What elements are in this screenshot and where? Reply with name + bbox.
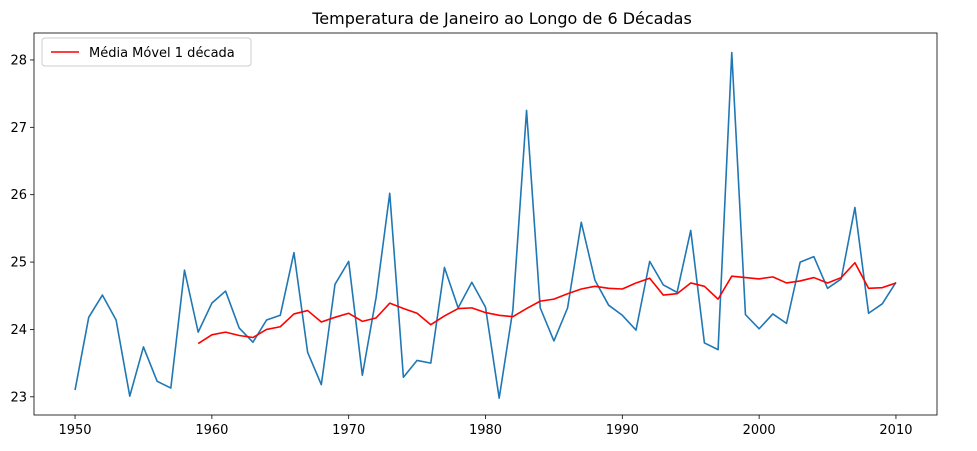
y-tick-label: 26 — [10, 188, 27, 203]
y-tick-label: 24 — [10, 323, 27, 338]
plot-frame — [33, 32, 938, 416]
x-tick-label: 1970 — [332, 423, 365, 438]
y-tick-label: 23 — [10, 390, 27, 405]
legend-box — [41, 37, 252, 67]
y-axis: 23 24 25 26 27 28 — [10, 53, 34, 405]
plot-area — [34, 33, 937, 415]
x-tick-label: 1980 — [469, 423, 502, 438]
legend: Média Móvel 1 década — [41, 37, 252, 67]
x-tick-label: 1990 — [606, 423, 639, 438]
y-tick-label: 28 — [10, 53, 27, 68]
x-tick-label: 1950 — [58, 423, 91, 438]
x-tick-label: 1960 — [195, 423, 228, 438]
y-tick-label: 27 — [10, 121, 27, 136]
series-line-moving-average — [197, 261, 897, 345]
x-axis: 1950 1960 1970 1980 1990 2000 2010 — [58, 415, 913, 438]
series-layer — [74, 51, 897, 399]
y-tick-label: 25 — [10, 256, 27, 271]
series-line-temperature — [74, 51, 897, 399]
x-tick-label: 2010 — [879, 423, 912, 438]
legend-label-moving-average: Média Móvel 1 década — [89, 46, 235, 61]
chart-title: Temperatura de Janeiro ao Longo de 6 Déc… — [311, 9, 692, 28]
x-tick-label: 2000 — [743, 423, 776, 438]
